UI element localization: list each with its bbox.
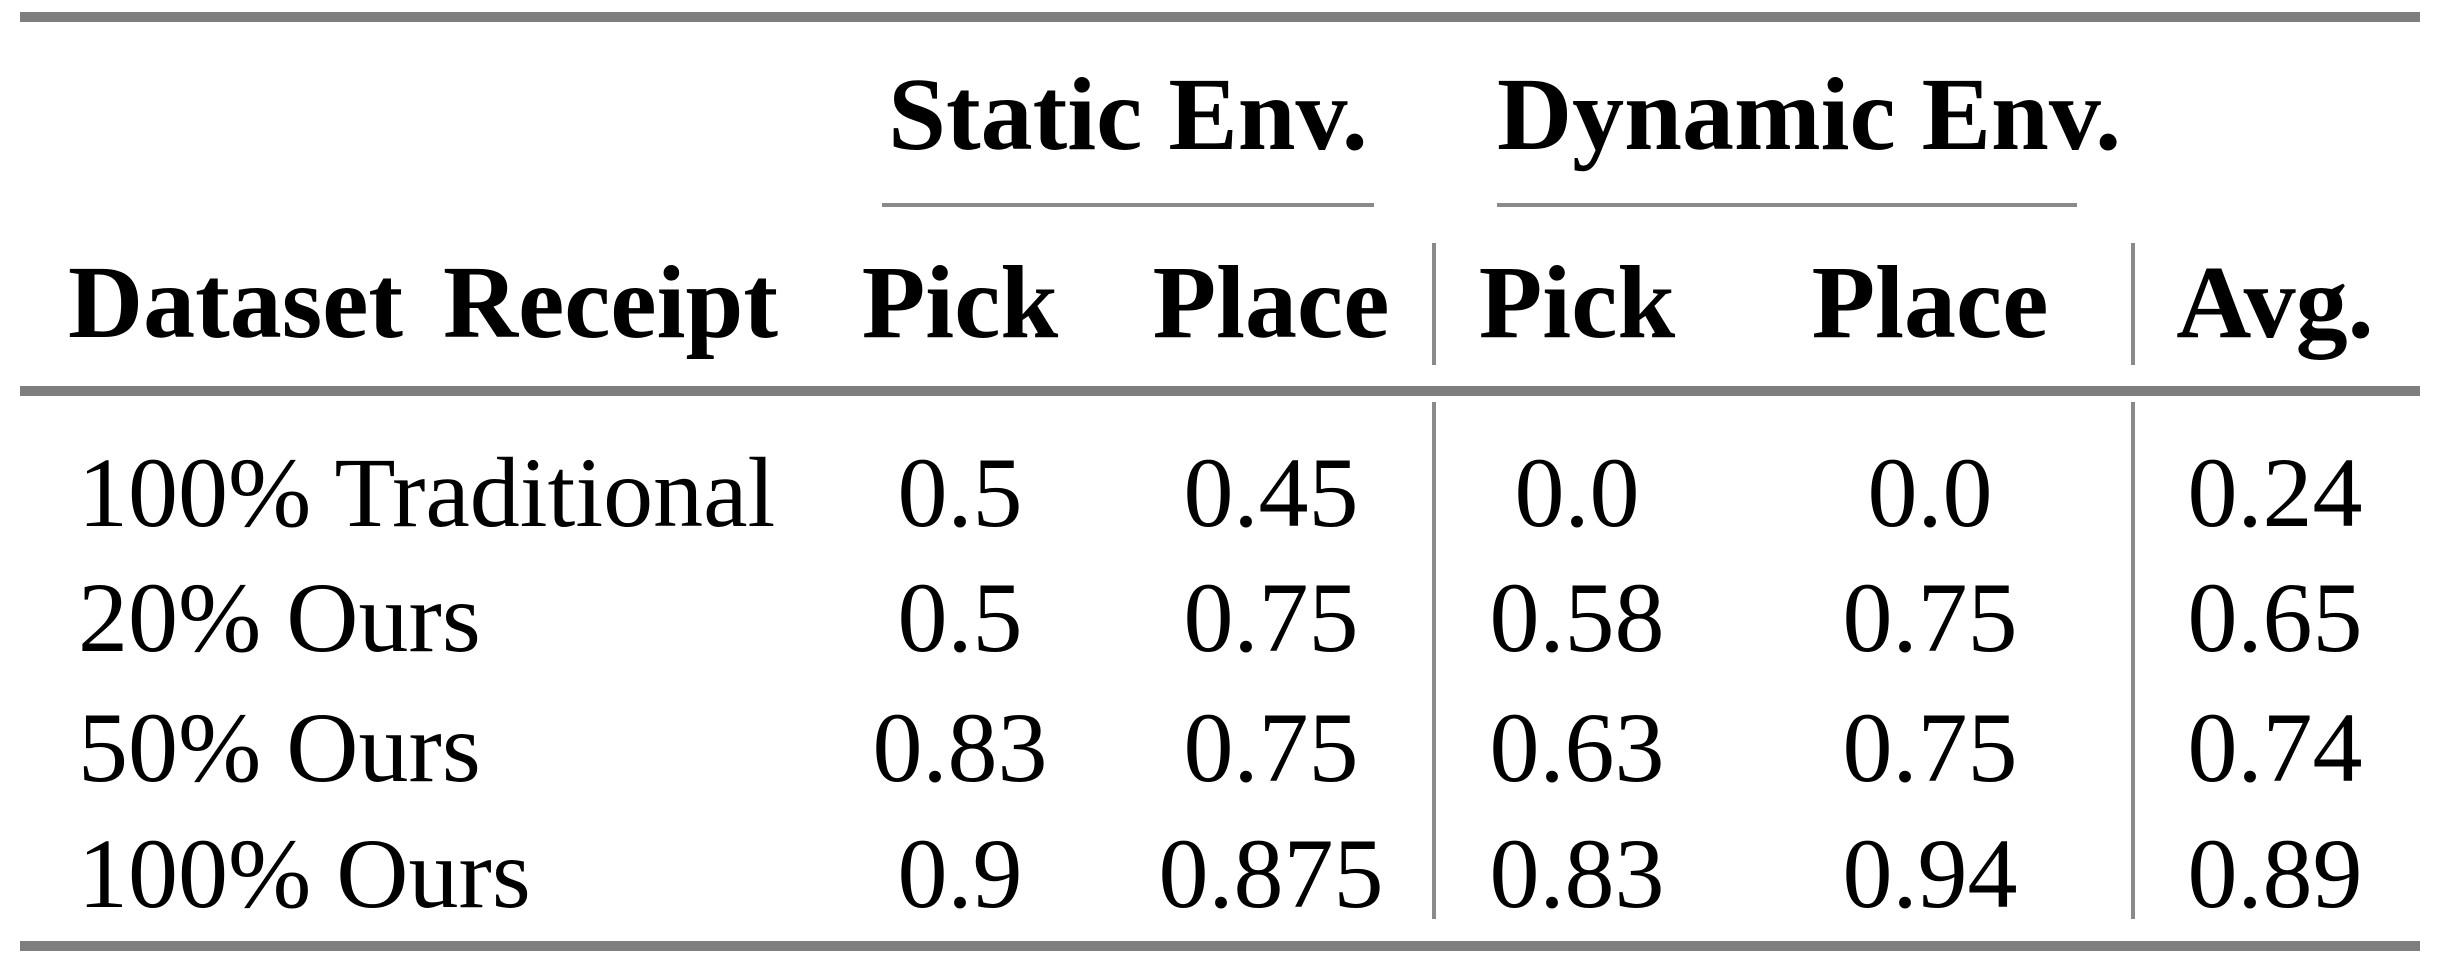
cell-avg: 0.24 [2187,437,2363,548]
header-static-place: Place [1152,245,1390,360]
cell-dynamic-pick: 0.83 [1489,818,1665,929]
column-group-static-env: Static Env. [888,57,1368,172]
cell-static-pick: 0.5 [897,437,1023,548]
cell-dynamic-place: 0.94 [1842,818,2018,929]
cell-static-pick: 0.5 [897,562,1023,673]
column-group-dynamic-env: Dynamic Env. [1497,57,2122,172]
table-bottom-rule [20,941,2420,951]
header-dataset-receipt: Dataset Receipt [68,245,778,360]
cell-static-pick: 0.9 [897,818,1023,929]
table-row: 50% Ours 0.83 0.75 0.63 0.75 0.74 [0,693,2440,819]
static-env-underline [882,203,1374,207]
cell-dynamic-pick: 0.58 [1489,562,1665,673]
cell-static-pick: 0.83 [872,692,1048,803]
cell-dynamic-place: 0.75 [1842,562,2018,673]
cell-static-place: 0.75 [1183,692,1359,803]
table-row: 20% Ours 0.5 0.75 0.58 0.75 0.65 [0,563,2440,689]
cell-dynamic-place: 0.0 [1867,437,1993,548]
header-dynamic-place: Place [1811,245,2049,360]
column-separator-1-header [1432,243,1436,365]
header-static-pick: Pick [861,245,1059,360]
column-separator-2-header [2131,243,2135,365]
cell-static-place: 0.75 [1183,562,1359,673]
cell-dynamic-pick: 0.63 [1489,692,1665,803]
header-dynamic-pick: Pick [1478,245,1676,360]
row-label: 20% Ours [78,562,481,673]
table-row: 100% Traditional 0.5 0.45 0.0 0.0 0.24 [0,438,2440,564]
table-mid-rule [20,386,2420,396]
row-label: 100% Ours [78,818,531,929]
cell-avg: 0.89 [2187,818,2363,929]
cell-avg: 0.74 [2187,692,2363,803]
header-avg: Avg. [2176,245,2374,360]
column-separator-1-body [1432,402,1436,919]
dynamic-env-underline [1497,203,2077,207]
table-row: 100% Ours 0.9 0.875 0.83 0.94 0.89 [0,819,2440,945]
cell-avg: 0.65 [2187,562,2363,673]
row-label: 100% Traditional [78,437,776,548]
cell-static-place: 0.875 [1158,818,1384,929]
cell-dynamic-pick: 0.0 [1514,437,1640,548]
cell-static-place: 0.45 [1183,437,1359,548]
cell-dynamic-place: 0.75 [1842,692,2018,803]
row-label: 50% Ours [78,692,481,803]
column-separator-2-body [2131,402,2135,919]
table-top-rule [20,12,2420,22]
